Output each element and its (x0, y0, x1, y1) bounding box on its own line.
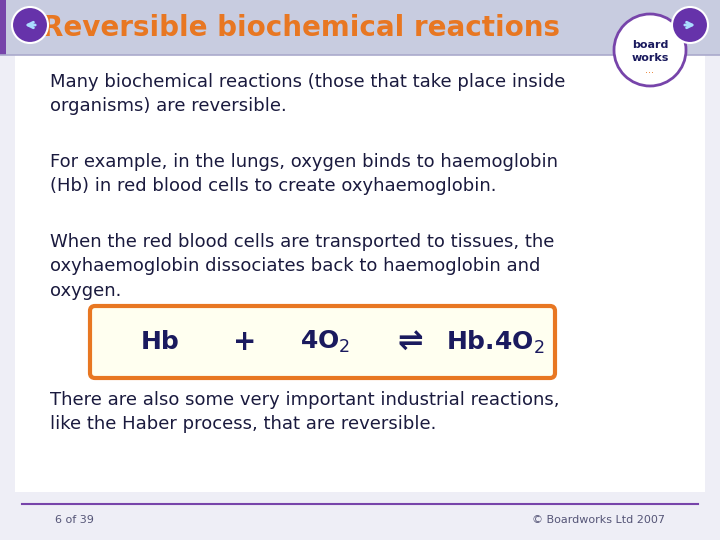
FancyBboxPatch shape (90, 306, 555, 378)
Circle shape (614, 14, 686, 86)
Text: © Boardworks Ltd 2007: © Boardworks Ltd 2007 (532, 515, 665, 525)
Text: works: works (631, 53, 669, 63)
Circle shape (672, 7, 708, 43)
Text: Hb.4O$_2$: Hb.4O$_2$ (446, 328, 544, 356)
Bar (0, 0, 720, 55)
Bar (0, 0, 6, 55)
Text: Reversible biochemical reactions: Reversible biochemical reactions (42, 14, 560, 42)
Text: +: + (233, 328, 257, 356)
Bar (15, 55, 705, 492)
Text: 4O$_2$: 4O$_2$ (300, 329, 350, 355)
Text: When the red blood cells are transported to tissues, the
oxyhaemoglobin dissocia: When the red blood cells are transported… (50, 233, 554, 300)
Text: board: board (632, 40, 668, 50)
Text: For example, in the lungs, oxygen binds to haemoglobin
(Hb) in red blood cells t: For example, in the lungs, oxygen binds … (50, 153, 558, 195)
Text: 6 of 39: 6 of 39 (55, 515, 94, 525)
Text: Many biochemical reactions (those that take place inside
organisms) are reversib: Many biochemical reactions (those that t… (50, 73, 565, 116)
Text: Hb: Hb (140, 330, 179, 354)
Circle shape (12, 7, 48, 43)
Text: ...: ... (646, 65, 654, 75)
Text: There are also some very important industrial reactions,
like the Haber process,: There are also some very important indus… (50, 391, 559, 433)
Text: ⇌: ⇌ (397, 327, 423, 356)
